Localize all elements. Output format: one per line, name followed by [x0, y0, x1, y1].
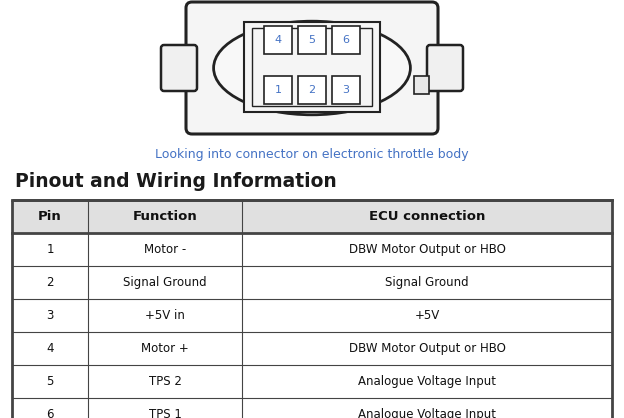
- Bar: [264, 26, 292, 54]
- Bar: [264, 76, 292, 104]
- Text: 6: 6: [343, 35, 349, 45]
- Text: 1: 1: [46, 243, 54, 256]
- Bar: [12, 266, 612, 299]
- Text: +5V in: +5V in: [145, 309, 185, 322]
- Text: 2: 2: [46, 276, 54, 289]
- Text: Analogue Voltage Input: Analogue Voltage Input: [358, 375, 496, 388]
- Text: 3: 3: [343, 85, 349, 95]
- Text: 2: 2: [308, 85, 316, 95]
- Bar: [12, 365, 612, 398]
- Bar: [414, 76, 429, 94]
- Text: Pin: Pin: [38, 210, 62, 223]
- Bar: [298, 26, 326, 54]
- Text: 3: 3: [46, 309, 54, 322]
- Text: Signal Ground: Signal Ground: [123, 276, 207, 289]
- Bar: [12, 233, 612, 266]
- Bar: [252, 28, 372, 106]
- Text: Motor +: Motor +: [141, 342, 189, 355]
- Bar: [12, 299, 612, 332]
- Text: TPS 1: TPS 1: [149, 408, 182, 418]
- Text: ECU connection: ECU connection: [369, 210, 485, 223]
- Text: 4: 4: [46, 342, 54, 355]
- Text: Signal Ground: Signal Ground: [385, 276, 469, 289]
- Bar: [12, 398, 612, 418]
- Text: Motor -: Motor -: [144, 243, 186, 256]
- Text: 6: 6: [46, 408, 54, 418]
- Bar: [12, 332, 612, 365]
- Bar: [332, 26, 360, 54]
- Text: TPS 2: TPS 2: [149, 375, 182, 388]
- Bar: [298, 76, 326, 104]
- FancyBboxPatch shape: [161, 45, 197, 91]
- Text: 5: 5: [308, 35, 316, 45]
- Text: 4: 4: [275, 35, 281, 45]
- Text: Function: Function: [133, 210, 197, 223]
- Text: 1: 1: [275, 85, 281, 95]
- FancyBboxPatch shape: [427, 45, 463, 91]
- Text: DBW Motor Output or HBO: DBW Motor Output or HBO: [349, 342, 505, 355]
- Bar: [12, 200, 612, 233]
- Text: 5: 5: [46, 375, 54, 388]
- Ellipse shape: [213, 21, 411, 115]
- Bar: [244, 22, 380, 112]
- Text: DBW Motor Output or HBO: DBW Motor Output or HBO: [349, 243, 505, 256]
- Text: +5V: +5V: [414, 309, 440, 322]
- Text: Analogue Voltage Input: Analogue Voltage Input: [358, 408, 496, 418]
- FancyBboxPatch shape: [186, 2, 438, 134]
- Bar: [12, 200, 612, 418]
- Text: Pinout and Wiring Information: Pinout and Wiring Information: [15, 172, 337, 191]
- Text: Looking into connector on electronic throttle body: Looking into connector on electronic thr…: [155, 148, 469, 161]
- Bar: [332, 76, 360, 104]
